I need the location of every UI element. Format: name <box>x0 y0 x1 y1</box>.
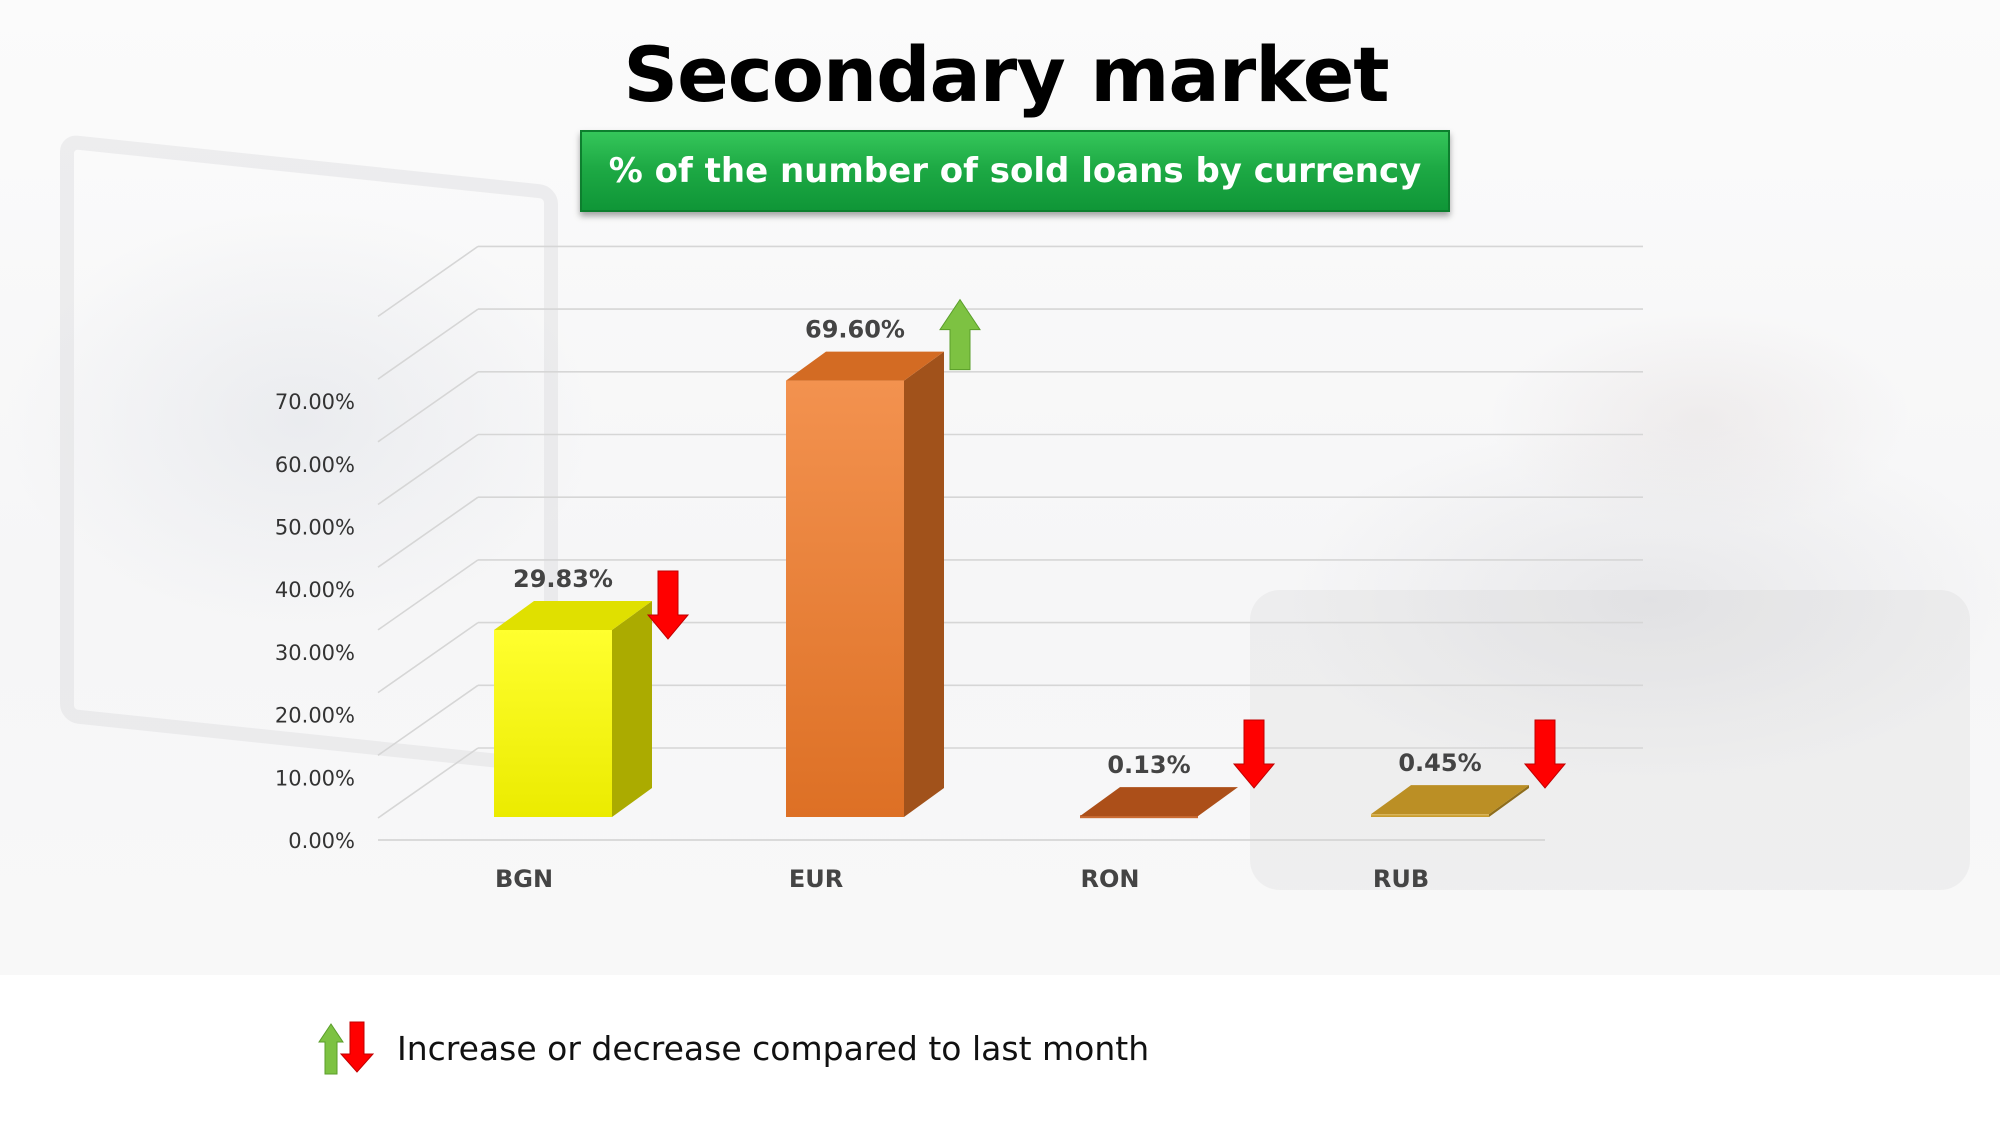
gridline-diagonal <box>377 245 479 318</box>
y-tick-label: 70.00% <box>275 390 355 414</box>
x-tick-label: RON <box>1081 865 1140 893</box>
slide-title: Secondary market <box>623 30 1389 119</box>
bar-ron-front <box>1080 815 1198 819</box>
gridline-diagonal <box>377 559 479 631</box>
bar-eur-front <box>786 380 904 817</box>
bar-bgn-front <box>494 629 612 817</box>
gridline-diagonal <box>377 747 479 819</box>
bar-rub-front <box>1371 814 1489 817</box>
slide-subtitle: % of the number of sold loans by currenc… <box>580 130 1450 212</box>
data-label: 0.45% <box>1398 749 1481 777</box>
y-tick-label: 10.00% <box>275 766 355 790</box>
gridline-diagonal <box>377 684 479 756</box>
y-tick-label: 20.00% <box>275 704 355 728</box>
gridline-diagonal <box>377 308 479 380</box>
y-tick-label: 50.00% <box>275 516 355 540</box>
bar-bgn-side <box>612 600 652 817</box>
bar-eur-side <box>904 351 944 817</box>
x-tick-label: EUR <box>789 865 843 893</box>
bar-rub-top <box>1371 785 1529 815</box>
gridline-diagonal <box>377 496 479 568</box>
data-label: 69.60% <box>805 316 905 344</box>
bar-rub-side <box>1489 785 1529 817</box>
data-label: 0.13% <box>1107 751 1190 779</box>
trend-down-arrow-icon <box>1523 719 1567 789</box>
y-tick-label: 0.00% <box>288 829 355 853</box>
legend-arrows <box>318 1021 375 1075</box>
gridline-diagonal <box>377 371 479 443</box>
legend-up-arrow-icon <box>318 1023 344 1075</box>
gridline-diagonal <box>377 433 479 506</box>
x-tick-label: RUB <box>1373 865 1429 893</box>
gridline-diagonal <box>377 621 479 694</box>
trend-down-arrow-icon <box>646 570 690 640</box>
legend-down-arrow-icon <box>339 1021 375 1073</box>
bar-eur-top <box>786 351 944 381</box>
trend-up-arrow-icon <box>939 298 981 371</box>
trend-down-arrow-icon <box>1232 719 1276 789</box>
legend: Increase or decrease compared to last mo… <box>313 1020 1149 1076</box>
x-tick-label: BGN <box>495 865 553 893</box>
bar-ron-top <box>1080 787 1238 817</box>
bar-chart: 0.00% 10.00% 20.00% 30.00% 40.00% 50.00% 60.00… <box>275 245 1643 893</box>
y-tick-label: 60.00% <box>275 453 355 477</box>
y-tick-label: 40.00% <box>275 578 355 602</box>
data-label: 29.83% <box>513 565 613 593</box>
bar-bgn-top <box>494 600 652 630</box>
y-tick-label: 30.00% <box>275 641 355 665</box>
legend-text: Increase or decrease compared to last mo… <box>397 1028 1150 1068</box>
